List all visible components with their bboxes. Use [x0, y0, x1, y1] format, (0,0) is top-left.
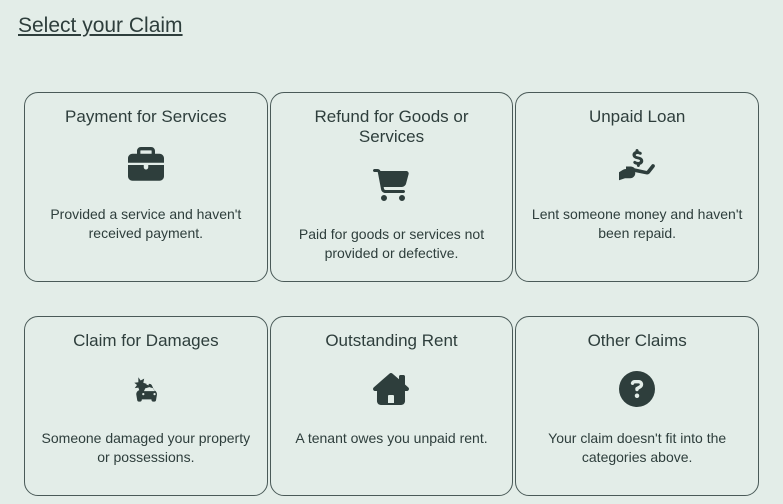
card-desc: A tenant owes you unpaid rent.	[291, 429, 491, 448]
claim-card-refund-for-goods[interactable]: Refund for Goods or Services Paid for go…	[270, 92, 514, 282]
claim-card-other[interactable]: Other Claims Your claim doesn't fit into…	[515, 316, 759, 496]
card-title: Payment for Services	[65, 107, 227, 127]
claim-card-outstanding-rent[interactable]: Outstanding Rent A tenant owes you unpai…	[270, 316, 514, 496]
card-title: Other Claims	[588, 331, 687, 351]
hand-money-icon	[617, 145, 657, 185]
claim-card-damages[interactable]: Claim for Damages Someone damaged your p…	[24, 316, 268, 496]
car-crash-icon	[126, 369, 166, 409]
claim-grid: Payment for Services Provided a service …	[16, 92, 767, 496]
briefcase-icon	[126, 145, 166, 185]
claim-card-unpaid-loan[interactable]: Unpaid Loan Lent someone money and haven…	[515, 92, 759, 282]
card-desc: Lent someone money and haven't been repa…	[526, 205, 748, 243]
question-icon	[617, 369, 657, 409]
card-title: Outstanding Rent	[325, 331, 457, 351]
card-desc: Paid for goods or services not provided …	[281, 225, 503, 263]
card-title: Refund for Goods or Services	[281, 107, 503, 147]
claim-card-payment-for-services[interactable]: Payment for Services Provided a service …	[24, 92, 268, 282]
card-title: Unpaid Loan	[589, 107, 685, 127]
cart-icon	[371, 165, 411, 205]
card-title: Claim for Damages	[73, 331, 219, 351]
page-title: Select your Claim	[18, 14, 767, 38]
house-icon	[371, 369, 411, 409]
card-desc: Someone damaged your property or possess…	[35, 429, 257, 467]
card-desc: Provided a service and haven't received …	[35, 205, 257, 243]
card-desc: Your claim doesn't fit into the categori…	[526, 429, 748, 467]
